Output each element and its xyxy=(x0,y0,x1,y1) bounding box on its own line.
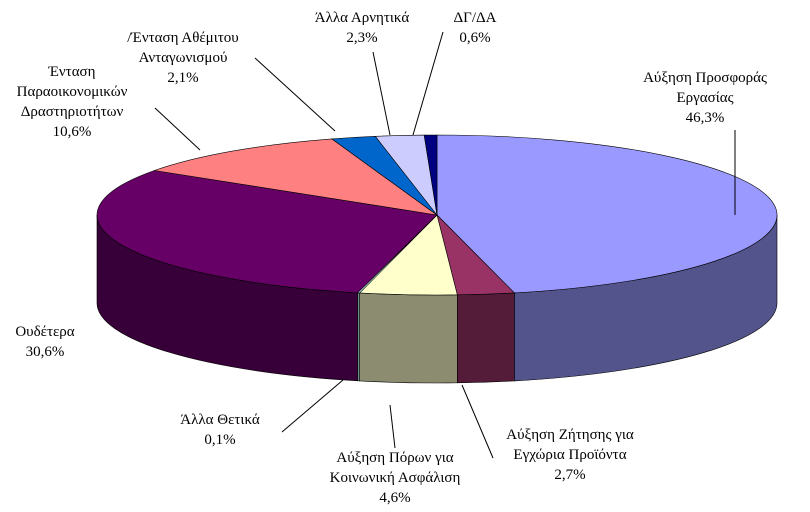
leader-line xyxy=(389,404,396,449)
pie-slice xyxy=(423,134,438,216)
category-label: /Ένταση Αθέμιτου Ανταγωνισμού xyxy=(127,30,239,66)
value-label: 2,1% xyxy=(167,70,199,86)
category-label: Άλλα Θετικά xyxy=(180,412,260,428)
slice-label: Αύξηση Ζήτησης για Εγχώρια Προϊόντα 2,7% xyxy=(495,425,645,485)
slice-label: Άλλα Θετικά 0,1% xyxy=(160,410,280,450)
pie-side xyxy=(359,292,458,384)
slice-label: /Ένταση Αθέμιτου Ανταγωνισμού 2,1% xyxy=(108,28,258,88)
value-label: 30,6% xyxy=(25,344,65,360)
slice-label: Ένταση Παραοικονομικών Δραστηριοτήτων 10,… xyxy=(2,62,142,142)
leader-line xyxy=(461,384,494,459)
slice-label: Αύξηση Πόρων για Κοινωνική Ασφάλιση 4,6% xyxy=(313,448,478,508)
value-label: 0,6% xyxy=(459,30,491,46)
pie-side xyxy=(357,292,360,382)
slice-label: Ουδέτερα 30,6% xyxy=(0,322,90,362)
leader-line xyxy=(281,379,344,433)
value-label: 4,6% xyxy=(379,490,411,506)
slice-label: ΔΓ/ΔΑ 0,6% xyxy=(435,8,515,48)
leader-line xyxy=(254,57,336,132)
value-label: 0,1% xyxy=(204,432,236,448)
leader-line xyxy=(154,107,201,151)
category-label: Ουδέτερα xyxy=(15,324,75,340)
category-label: Ένταση Παραοικονομικών Δραστηριοτήτων xyxy=(16,64,128,120)
slice-label: Άλλα Αρνητικά 2,3% xyxy=(302,8,422,48)
pie-side xyxy=(457,292,515,384)
category-label: Αύξηση Πόρων για Κοινωνική Ασφάλιση xyxy=(329,450,461,486)
category-label: Αύξηση Ζήτησης για Εγχώρια Προϊόντα xyxy=(506,427,634,463)
category-label: ΔΓ/ΔΑ xyxy=(453,10,497,26)
slice-label: Αύξηση Προσφοράς Εργασίας 46,3% xyxy=(630,68,780,128)
pie-slice xyxy=(436,134,778,294)
pie-slice xyxy=(96,170,438,294)
value-label: 2,7% xyxy=(554,467,586,483)
leader-line xyxy=(372,51,391,136)
value-label: 2,3% xyxy=(346,30,378,46)
category-label: Αύξηση Προσφοράς Εργασίας xyxy=(643,70,767,106)
category-label: Άλλα Αρνητικά xyxy=(314,10,410,26)
value-label: 46,3% xyxy=(685,110,725,126)
pie-slice xyxy=(154,138,438,216)
leader-line xyxy=(412,31,444,136)
value-label: 10,6% xyxy=(52,124,92,140)
